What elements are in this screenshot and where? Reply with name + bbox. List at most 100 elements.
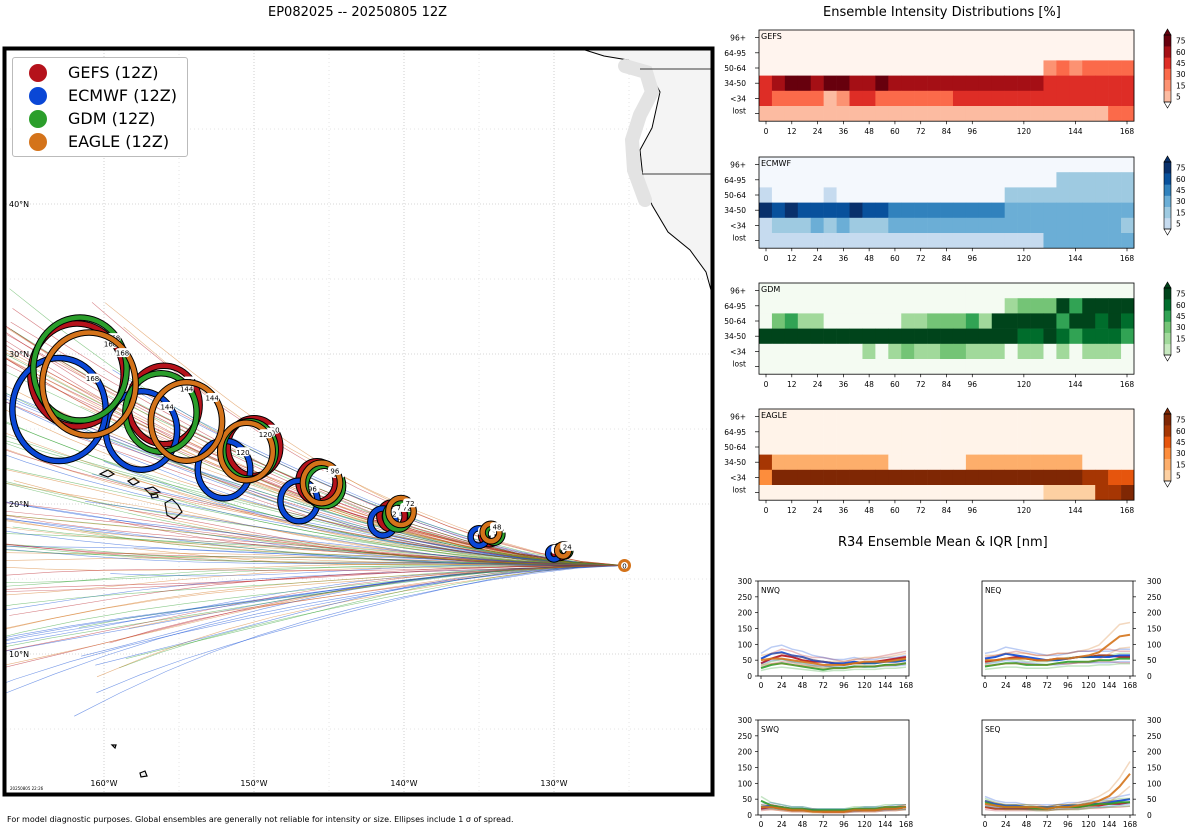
heatmap-cell	[1082, 172, 1096, 188]
heatmap-cell	[862, 30, 876, 46]
member-track	[92, 473, 625, 566]
radius-tick-label: 200	[1147, 748, 1162, 757]
heatmap-cell	[965, 298, 980, 314]
heatmap-cell	[1082, 233, 1096, 249]
heatmap-cell	[1004, 359, 1018, 375]
heatmap-cell	[965, 45, 980, 61]
heatmap-cell	[771, 157, 786, 173]
heatmap-cell	[1030, 424, 1044, 440]
member-track	[13, 480, 625, 566]
heatmap-cell	[1004, 106, 1018, 122]
lead-time-label-bg	[400, 502, 415, 512]
heatmap-cell	[1095, 328, 1109, 345]
heatmap-cell	[927, 172, 941, 188]
heatmap-cell	[978, 106, 993, 122]
heatmap-cell	[823, 469, 837, 486]
r34-frame	[981, 719, 1134, 816]
heatmap-cell	[1030, 313, 1044, 329]
heatmap-cell	[888, 233, 902, 249]
colorbar-tick-label: 5	[1176, 345, 1181, 354]
heatmap-cell	[978, 313, 993, 329]
colorbar-step	[1164, 343, 1171, 356]
heatmap-cell	[1121, 172, 1135, 188]
heatmap-cell	[1121, 106, 1135, 122]
lead-hour-tick-label: 120	[857, 681, 872, 690]
heatmap-cell	[952, 409, 967, 425]
heatmap-cell	[836, 409, 850, 425]
heatmap-cell	[1030, 343, 1044, 360]
radius-tick-label: 150	[738, 764, 753, 773]
storm-start-marker	[618, 559, 631, 572]
member-track	[6, 563, 625, 571]
heatmap-cell	[1017, 30, 1031, 46]
heatmap-cell	[978, 409, 993, 425]
heatmap-cell	[927, 409, 941, 425]
heatmap-cell	[1121, 187, 1135, 203]
heatmap-cell	[759, 424, 773, 440]
heatmap-cell	[1095, 106, 1109, 122]
heatmap-cell	[1082, 343, 1096, 360]
heatmap-cell	[797, 328, 812, 345]
member-track	[6, 421, 625, 566]
lead-hour-tick-label: 72	[916, 127, 926, 136]
map-timestamp: 20250805 22:26	[10, 786, 44, 791]
heatmap-cell	[978, 424, 993, 440]
heatmap-cell	[862, 313, 876, 329]
heatmap-cell	[940, 469, 954, 486]
heatmap-cell	[797, 187, 812, 203]
heatmap-cell	[1056, 313, 1070, 329]
lead-time-label: 96	[333, 470, 342, 478]
heatmap-cell	[771, 298, 786, 314]
heatmap-cell	[978, 172, 993, 188]
lead-hour-tick-label: 24	[813, 380, 823, 389]
heatmap-cell	[810, 454, 824, 471]
heatmap-cell	[1121, 217, 1135, 234]
heatmap-cell	[1082, 409, 1096, 425]
heatmap-cell	[875, 202, 889, 219]
heatmap-cell	[849, 469, 863, 486]
heatmap-cell	[810, 187, 824, 203]
heatmap-cell	[991, 45, 1005, 61]
heatmap-cell	[771, 233, 786, 249]
heatmap-cell	[1030, 202, 1044, 219]
heatmap-cell	[771, 30, 786, 46]
heatmap-cell	[810, 30, 824, 46]
heatmap-cell	[1056, 157, 1070, 173]
colorbar-tick-label: 75	[1176, 164, 1186, 173]
heatmap-cell	[797, 343, 812, 360]
heatmap-cell	[1056, 328, 1070, 345]
colorbar-extend-max-icon	[1163, 28, 1172, 36]
heatmap-cell	[1030, 359, 1044, 375]
heatmap-cell	[875, 75, 889, 92]
lead-time-label: 168	[104, 341, 117, 349]
r34-panel-seq: SEQ 0 24 48 72 96 120 144 168 0 50 100 150 200 250 300	[981, 716, 1162, 829]
heatmap-cell	[1056, 172, 1070, 188]
heatmap-cell	[991, 343, 1005, 360]
lead-time-label-bg	[115, 348, 130, 358]
heatmap-cell	[771, 283, 786, 299]
heatmap-cell	[888, 187, 902, 203]
heatmap-cell	[1108, 298, 1122, 314]
heatmap-cell	[823, 454, 837, 471]
gefs-mean-line	[984, 801, 1131, 810]
heatmap-cell	[759, 359, 773, 375]
heatmap-cell	[965, 30, 980, 46]
member-track	[6, 545, 625, 566]
r34-panel-swq: SWQ 0 24 48 72 96 120 144 168 0 50 100 150 200 250 300	[738, 716, 914, 829]
member-track	[6, 393, 625, 566]
heatmap-cell	[1095, 202, 1109, 219]
heatmap-cell	[1043, 187, 1057, 203]
r34-frame	[757, 580, 910, 677]
member-track	[6, 519, 625, 566]
heatmap-cell	[901, 45, 915, 61]
heatmap-cell	[823, 75, 837, 92]
heatmap-cell	[1082, 90, 1096, 107]
heatmap-model-label: GEFS	[761, 32, 782, 41]
colorbar-tick-label: 30	[1176, 449, 1186, 458]
ecmwf-ellipse-outline	[194, 437, 254, 502]
colorbar-step	[1164, 35, 1171, 47]
member-track	[6, 543, 625, 566]
heatmap-cell	[862, 90, 876, 107]
colorbar-tick-label: 45	[1176, 59, 1186, 68]
heatmap-cell	[965, 343, 980, 360]
